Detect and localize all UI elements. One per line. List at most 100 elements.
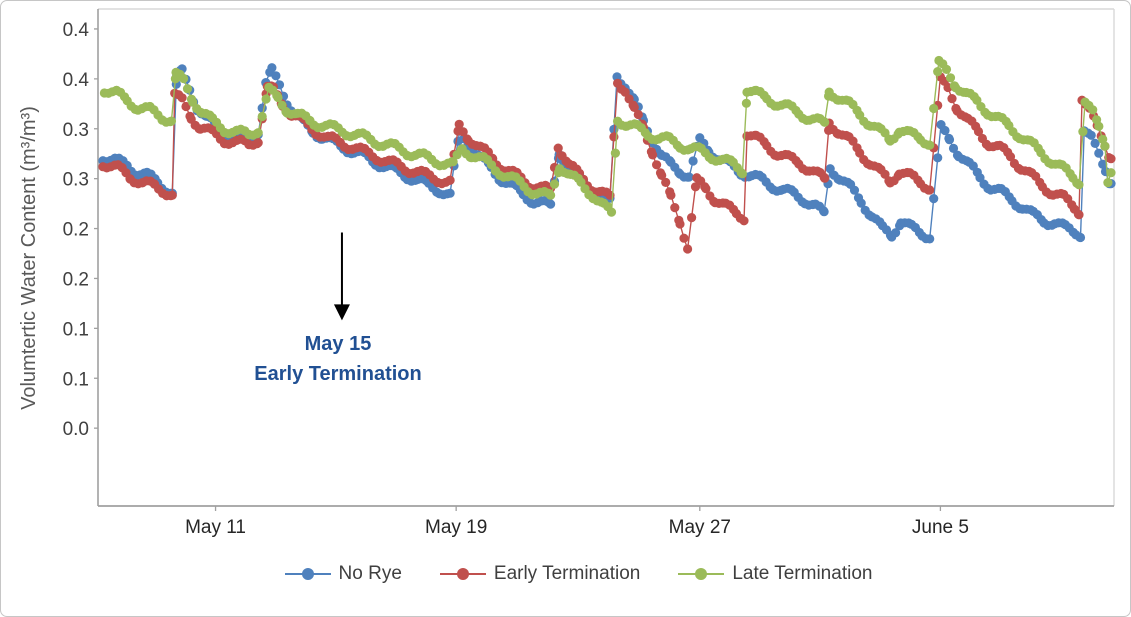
data-marker bbox=[687, 213, 697, 223]
y-tick-label: 0.1 bbox=[63, 369, 89, 390]
data-marker bbox=[454, 119, 464, 129]
data-marker bbox=[1106, 154, 1116, 164]
data-marker bbox=[675, 219, 685, 229]
data-marker bbox=[933, 67, 943, 77]
data-marker bbox=[741, 98, 752, 108]
data-marker bbox=[820, 173, 830, 183]
data-marker bbox=[546, 190, 556, 200]
data-marker bbox=[181, 101, 191, 112]
data-marker bbox=[620, 87, 630, 97]
y-axis-title: Volumtertic Water Content (m³/m³) bbox=[18, 106, 40, 410]
legend-item-late-termination[interactable]: Late Termination bbox=[678, 563, 872, 585]
legend-series-marker-icon bbox=[439, 568, 486, 580]
data-marker bbox=[257, 111, 267, 122]
data-marker bbox=[633, 109, 643, 120]
data-marker bbox=[820, 117, 830, 127]
series-line bbox=[102, 75, 1112, 250]
data-marker bbox=[688, 156, 698, 166]
data-marker bbox=[1088, 105, 1098, 115]
data-marker bbox=[253, 138, 263, 148]
data-marker bbox=[891, 228, 901, 238]
data-marker bbox=[1078, 127, 1088, 137]
data-marker bbox=[1086, 130, 1096, 140]
data-marker bbox=[271, 71, 281, 81]
data-marker bbox=[166, 116, 176, 126]
data-marker bbox=[925, 234, 935, 244]
data-marker bbox=[945, 73, 956, 83]
data-marker bbox=[679, 233, 689, 243]
data-marker bbox=[739, 216, 749, 226]
x-axis: May 11 May 19 May 27 June 5 bbox=[98, 505, 1114, 538]
data-marker bbox=[948, 143, 959, 153]
data-marker bbox=[179, 73, 189, 84]
annotation-text: May 15 Early Termination bbox=[188, 329, 488, 389]
data-marker bbox=[182, 84, 193, 94]
data-marker bbox=[610, 148, 621, 158]
data-marker bbox=[445, 175, 455, 185]
data-marker bbox=[973, 126, 984, 137]
data-marker bbox=[1075, 232, 1086, 243]
data-marker bbox=[1098, 134, 1108, 144]
annotation-line-1: May 15 bbox=[304, 333, 372, 355]
data-marker bbox=[947, 94, 957, 104]
data-marker bbox=[458, 127, 468, 137]
y-tick-label: 0.4 bbox=[63, 20, 90, 41]
data-marker bbox=[925, 185, 935, 195]
data-marker bbox=[670, 203, 680, 213]
arrow-head bbox=[333, 304, 350, 321]
y-tick-label: 0.2 bbox=[63, 269, 89, 290]
y-tick-label: 0.3 bbox=[63, 170, 89, 191]
data-marker bbox=[448, 157, 458, 167]
data-marker bbox=[933, 153, 943, 163]
data-series-layer bbox=[98, 55, 1116, 254]
data-marker bbox=[737, 169, 748, 179]
data-marker bbox=[167, 190, 177, 200]
chart-legend: No Rye Early Termination Late Termination bbox=[1, 557, 1130, 591]
data-marker bbox=[684, 172, 694, 182]
data-marker bbox=[940, 125, 950, 136]
legend-item-no-rye[interactable]: No Rye bbox=[284, 563, 402, 585]
data-marker bbox=[929, 194, 939, 204]
data-marker bbox=[941, 64, 952, 74]
data-marker bbox=[253, 128, 263, 138]
data-marker bbox=[549, 179, 560, 189]
data-marker bbox=[273, 92, 283, 103]
data-marker bbox=[925, 140, 935, 150]
data-marker bbox=[666, 190, 676, 200]
data-marker bbox=[1094, 148, 1104, 158]
data-marker bbox=[849, 185, 860, 195]
data-marker bbox=[1103, 178, 1113, 188]
annotation-line-2: Early Termination bbox=[254, 363, 422, 385]
data-marker bbox=[1090, 138, 1100, 148]
data-marker bbox=[1074, 180, 1084, 190]
data-marker bbox=[683, 244, 693, 254]
y-tick-label: 0.3 bbox=[63, 120, 89, 141]
x-tick-label: May 11 bbox=[185, 517, 246, 538]
data-marker bbox=[856, 198, 866, 208]
data-marker bbox=[1100, 141, 1110, 151]
data-marker bbox=[848, 136, 858, 146]
annotation-down-arrow bbox=[333, 232, 350, 321]
data-marker bbox=[1098, 159, 1108, 169]
data-marker bbox=[657, 170, 667, 180]
legend-label: Early Termination bbox=[493, 563, 641, 584]
data-marker bbox=[1005, 152, 1016, 162]
data-marker bbox=[1074, 210, 1084, 220]
data-marker bbox=[855, 148, 865, 158]
y-tick-label: 0.1 bbox=[63, 319, 89, 340]
legend-label: No Rye bbox=[338, 563, 402, 584]
data-marker bbox=[652, 160, 662, 170]
data-marker bbox=[445, 188, 455, 198]
data-marker bbox=[629, 102, 639, 112]
data-marker bbox=[553, 143, 563, 153]
legend-item-early-termination[interactable]: Early Termination bbox=[439, 563, 641, 585]
legend-label: Late Termination bbox=[732, 563, 873, 584]
data-marker bbox=[701, 184, 711, 194]
y-tick-label: 0.4 bbox=[63, 70, 90, 91]
x-tick-label: May 19 bbox=[425, 517, 487, 538]
data-marker bbox=[1094, 121, 1104, 131]
data-marker bbox=[546, 199, 556, 209]
data-marker bbox=[606, 207, 617, 217]
